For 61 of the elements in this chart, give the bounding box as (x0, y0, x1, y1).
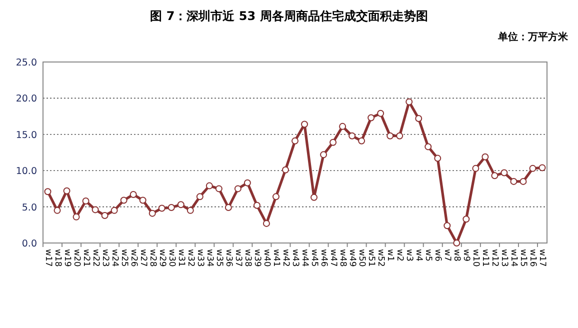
x-tick-label: w37 (232, 249, 243, 267)
x-tick-label: w19 (62, 249, 72, 267)
x-tick-label: w7 (442, 249, 452, 262)
x-tick-label: w50 (356, 249, 367, 267)
x-tick-label: w18 (52, 249, 62, 267)
x-tick-label: w26 (128, 249, 138, 267)
x-tick-label: w4 (414, 249, 424, 262)
x-tick-label: w5 (423, 249, 434, 262)
y-tick-label: 0.0 (22, 238, 37, 250)
x-tick-label: w47 (328, 249, 338, 267)
x-tick-label: w27 (138, 249, 148, 267)
x-tick-label: w6 (432, 249, 443, 262)
y-tick-label: 5.0 (22, 202, 37, 214)
x-tick-label: w23 (100, 249, 110, 267)
y-tick-label: 15.0 (16, 130, 37, 141)
x-tick-label: w22 (90, 249, 100, 267)
x-tick-label: w17 (537, 249, 548, 267)
x-tick-label: w36 (223, 249, 234, 267)
x-tick-label: w12 (490, 249, 500, 267)
x-tick-label: w20 (71, 249, 82, 267)
text: 单位：万平方米 (497, 31, 569, 43)
x-tick-label: w43 (290, 249, 300, 267)
x-tick-label: w2 (394, 249, 405, 262)
x-tick-label: w24 (109, 249, 120, 267)
x-tick-label: w16 (528, 249, 538, 267)
x-tick-label: w28 (147, 249, 158, 267)
x-tick-label: w13 (499, 249, 510, 267)
x-tick-label: w32 (185, 249, 196, 267)
x-tick-label: w1 (385, 249, 396, 262)
x-tick-label: w14 (508, 249, 519, 267)
y-tick-label: 10.0 (16, 166, 37, 178)
x-tick-label: w38 (242, 249, 252, 267)
x-tick-label: w30 (166, 249, 176, 267)
x-tick-label: w25 (118, 249, 129, 267)
y-tick-label: 20.0 (16, 94, 37, 105)
x-tick-label: w44 (300, 249, 310, 267)
x-tick-label: w29 (156, 249, 167, 267)
x-tick-label: w33 (194, 249, 205, 267)
chart-title: 图 7：深圳市近 53 周各周商品住宅成交面积走势图 (150, 9, 428, 23)
x-tick-label: w35 (214, 249, 224, 267)
y-tick-label: 25.0 (16, 58, 37, 68)
x-tick-label: w51 (366, 249, 376, 267)
x-tick-label: w21 (80, 249, 91, 267)
x-tick-label: w8 (452, 249, 462, 262)
x-tick-label: w10 (470, 249, 481, 267)
x-tick-label: w34 (204, 249, 214, 267)
x-tick-label: w9 (461, 249, 472, 262)
x-tick-label: w39 (252, 249, 262, 267)
x-tick-label: w45 (309, 249, 320, 267)
x-tick-label: w41 (270, 249, 281, 267)
x-tick-label: w52 (376, 249, 386, 267)
x-tick-label: w17 (42, 249, 53, 267)
x-tick-label: w40 (261, 249, 272, 267)
x-tick-label: w49 (347, 249, 358, 267)
x-tick-label: w42 (280, 249, 290, 267)
x-tick-label: w15 (518, 249, 528, 267)
x-tick-label: w3 (404, 249, 414, 262)
x-tick-label: w46 (318, 249, 329, 267)
x-tick-label: w31 (176, 249, 186, 267)
x-tick-label: w11 (480, 249, 490, 267)
x-tick-label: w48 (338, 249, 348, 267)
